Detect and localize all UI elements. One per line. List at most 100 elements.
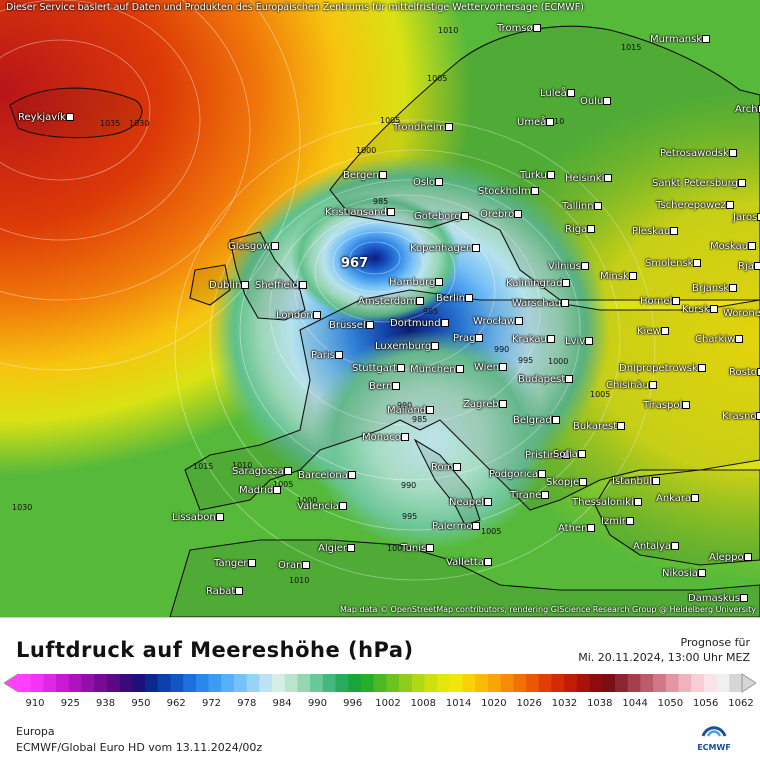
scale-color-step (411, 674, 425, 692)
city-label: Paris (311, 350, 345, 361)
city-marker-icon (585, 337, 594, 345)
city-label: Mailand (387, 405, 436, 416)
scale-color-step (360, 674, 375, 692)
city-label: Wrocław (473, 316, 525, 327)
isobar-label: 985 (423, 307, 439, 316)
scale-tick-label: 996 (343, 698, 363, 709)
scale-color-step (183, 674, 197, 692)
scale-color-step (500, 674, 514, 692)
city-label: Tunis (401, 543, 436, 554)
city-label: Luleå (540, 88, 577, 99)
city-name: Chisinău (606, 380, 649, 391)
city-marker-icon (735, 335, 744, 343)
city-name: Arch (735, 104, 758, 115)
scale-color-step (449, 674, 464, 692)
city-marker-icon (693, 259, 702, 267)
city-label: Tirane (510, 490, 551, 501)
city-label: Lissabon (172, 512, 226, 523)
city-label: Bergen (343, 170, 389, 181)
city-marker-icon (455, 365, 464, 373)
city-marker-icon (530, 187, 539, 195)
city-name: Antalya (633, 541, 672, 552)
scale-tick-label: 1062 (728, 698, 754, 709)
city-label: Woronez (723, 308, 760, 319)
city-label: Wien (474, 362, 509, 373)
city-label: Luxemburg (375, 341, 441, 352)
city-name: Mailand (387, 405, 427, 416)
city-label: Belgrad (513, 415, 562, 426)
isobar-label: 985 (373, 197, 389, 206)
city-name: Tallinn (562, 201, 594, 212)
city-name: Rja (738, 261, 754, 272)
city-name: Riga (565, 224, 588, 235)
city-label: Rabat (206, 586, 245, 597)
city-name: Palermo (432, 521, 473, 532)
isobar-label: 990 (401, 481, 417, 490)
scale-color-step (106, 674, 121, 692)
city-label: Kursk (682, 304, 720, 315)
city-label: Palermo (432, 521, 482, 532)
city-label: Valencia (297, 501, 349, 512)
city-name: Stuttgart (352, 363, 397, 374)
city-name: Dublin (209, 280, 242, 291)
scale-color-step (526, 674, 540, 692)
city-label: Dortmund (390, 318, 451, 329)
city-name: Kaliningrad (506, 278, 563, 289)
city-marker-icon (603, 97, 612, 105)
city-marker-icon (660, 327, 669, 335)
isobar-label: 1010 (232, 461, 253, 470)
city-name: Barcelona (298, 470, 348, 481)
isobar-label: 1010 (289, 576, 310, 585)
forecast-label: Prognose für (680, 636, 751, 649)
isobar-label: 1005 (427, 74, 448, 83)
city-label: Nikosia (662, 568, 708, 579)
city-label: Brjansk (692, 283, 739, 294)
city-marker-icon (273, 486, 282, 494)
scale-color-step (399, 674, 413, 692)
city-marker-icon (579, 478, 588, 486)
city-label: Neapel (449, 497, 494, 508)
city-label: Barcelona (298, 470, 358, 481)
city-label: Athen (558, 523, 597, 534)
scale-color-step (602, 674, 616, 692)
city-name: Nikosia (662, 568, 698, 579)
city-marker-icon (604, 174, 613, 182)
city-marker-icon (365, 321, 374, 329)
city-marker-icon (435, 278, 444, 286)
city-name: Reykjavík (18, 112, 66, 123)
scale-tick-label: 1026 (516, 698, 542, 709)
city-label: Warschau (512, 298, 571, 309)
scale-color-step (348, 674, 362, 692)
scale-color-step (272, 674, 286, 692)
isobar-label: 1000 (387, 544, 408, 553)
city-label: Jaros (733, 212, 760, 223)
city-label: Budapest (518, 374, 575, 385)
city-marker-icon (431, 342, 440, 350)
city-label: Hamburg (389, 277, 445, 288)
city-name: Oran (278, 560, 303, 571)
scale-tick-label: 978 (237, 698, 257, 709)
scale-min-arrow (4, 673, 19, 693)
city-marker-icon (551, 416, 560, 424)
scale-color-step (373, 674, 387, 692)
city-marker-icon (283, 467, 292, 475)
city-label: Stuttgart (352, 363, 407, 374)
city-name: Pristina (525, 450, 563, 461)
city-marker-icon (400, 433, 409, 441)
city-name: Podgorica (489, 469, 539, 480)
city-label: Tanger (214, 558, 258, 569)
city-name: Hamburg (389, 277, 436, 288)
city-label: Podgorica (489, 469, 548, 480)
ecmwf-logo-icon (701, 726, 727, 737)
scale-color-step (195, 674, 210, 692)
scale-color-step (157, 674, 171, 692)
city-label: Pristina (525, 450, 572, 461)
city-marker-icon (565, 375, 574, 383)
coastlines (9, 25, 760, 617)
city-name: Dortmund (390, 318, 441, 329)
city-marker-icon (460, 212, 469, 220)
isobar-label: 1035 (100, 119, 121, 128)
scale-color-step (729, 674, 743, 692)
scale-tick-label: 1056 (692, 698, 719, 709)
city-name: Oslo (413, 177, 435, 188)
